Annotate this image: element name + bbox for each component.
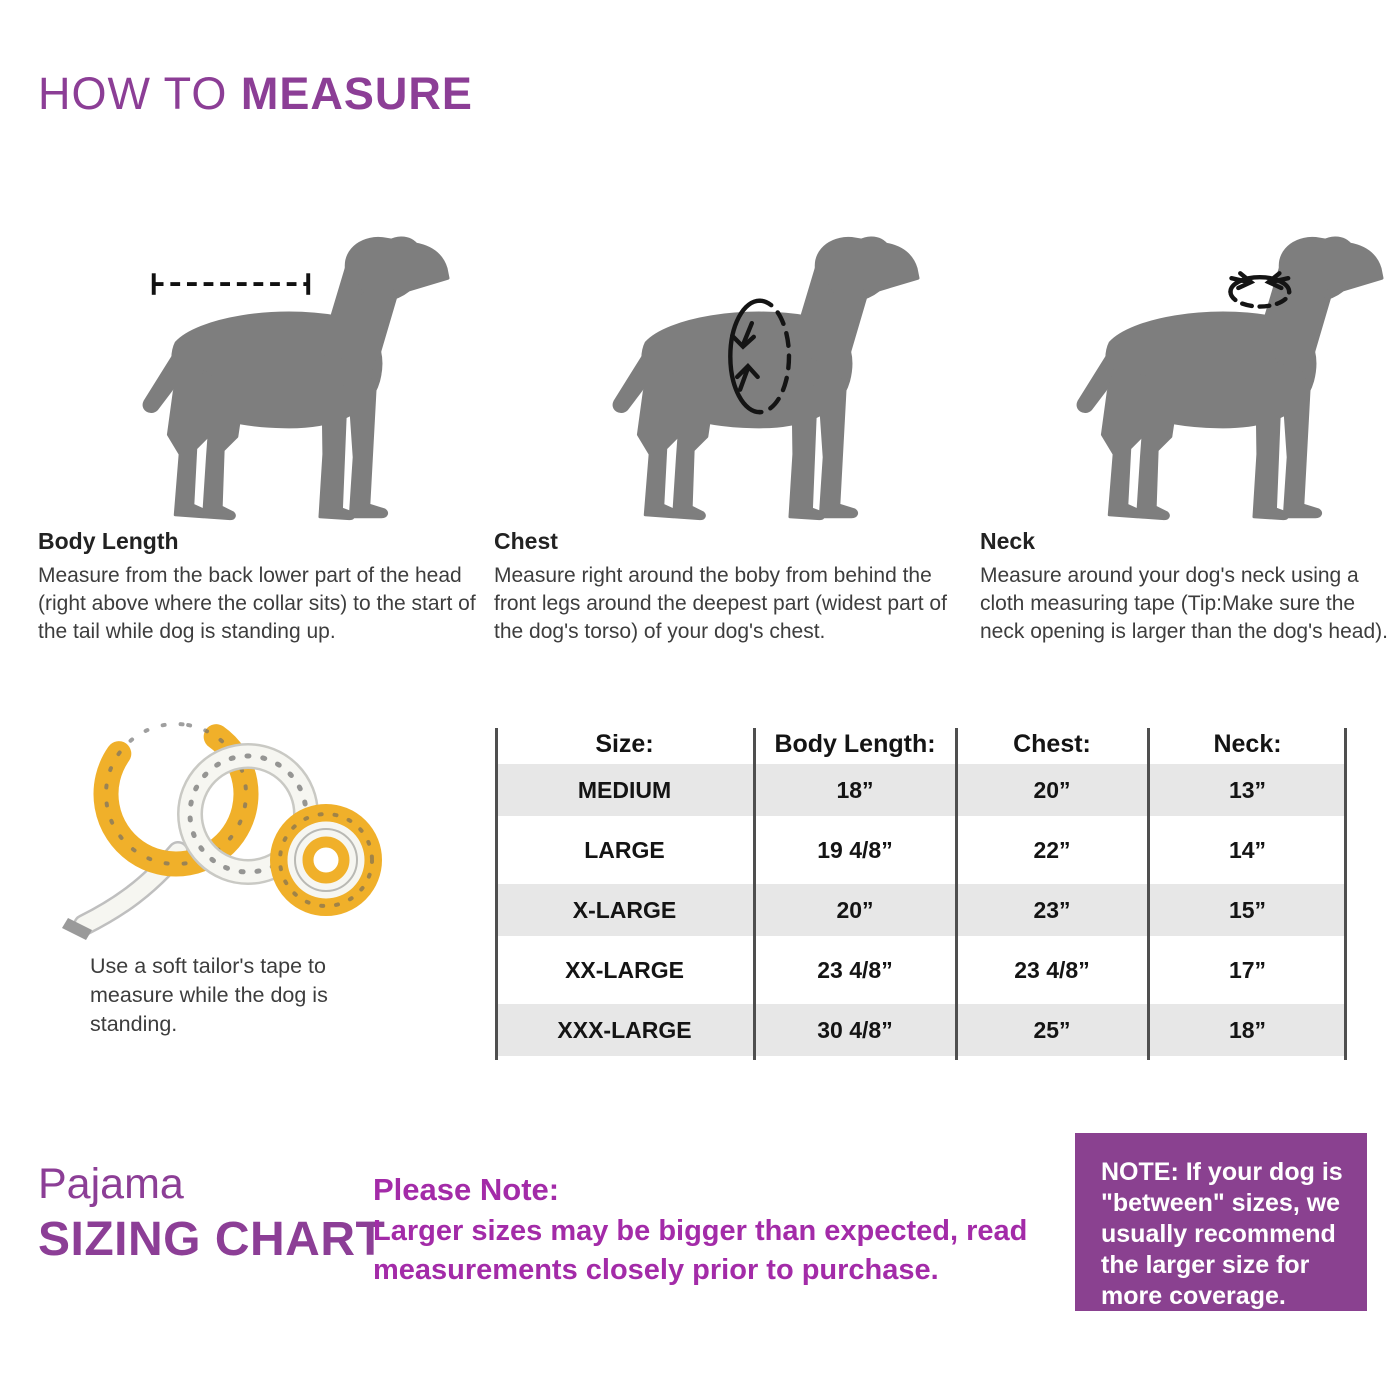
- page-title-light: HOW TO: [38, 68, 241, 119]
- table-cell: 15”: [1228, 896, 1267, 923]
- size-table-header-row: Size: Body Length: Chest: Neck:: [495, 728, 1347, 760]
- please-note-body: Larger sizes may be bigger than expected…: [373, 1215, 1028, 1287]
- table-cell: X-LARGE: [572, 896, 677, 923]
- body-length-heading: Body Length: [38, 528, 179, 554]
- table-cell: 19 4/8”: [817, 836, 893, 863]
- column-header-chest: Chest:: [1013, 729, 1091, 758]
- table-cell: 13”: [1228, 776, 1267, 803]
- neck-description: Measure around your dog's neck using a c…: [980, 564, 1388, 643]
- product-name: Pajama: [38, 1160, 184, 1208]
- table-row-large: LARGE 19 4/8” 22” 14”: [495, 820, 1347, 880]
- measuring-tape-image: [62, 711, 382, 940]
- table-cell: 30 4/8”: [817, 1016, 893, 1043]
- table-cell: 14”: [1228, 836, 1267, 863]
- table-row-xx-large: XX-LARGE 23 4/8” 23 4/8” 17”: [495, 940, 1347, 1000]
- chest-measure-ellipse: [728, 298, 792, 415]
- table-border-left: [495, 728, 498, 1060]
- table-cell: MEDIUM: [577, 776, 672, 803]
- body-length-measure-line: [151, 273, 311, 295]
- dog-chest-diagram-icon: [568, 224, 920, 524]
- table-cell: 25”: [1033, 1016, 1071, 1043]
- body-length-description: Measure from the back lower part of the …: [38, 564, 476, 643]
- table-cell: LARGE: [584, 836, 665, 863]
- table-row-xxx-large: XXX-LARGE 30 4/8” 25” 18”: [495, 1000, 1347, 1060]
- neck-measure-ellipse: [1228, 271, 1292, 309]
- size-table: Size: Body Length: Chest: Neck: MEDIUM 1…: [495, 728, 1347, 1060]
- table-cell: 18”: [836, 776, 874, 803]
- column-header-size: Size:: [595, 729, 654, 758]
- between-sizes-note-box: NOTE: If your dog is "between" sizes, we…: [1075, 1133, 1367, 1311]
- chest-heading: Chest: [494, 528, 558, 554]
- please-note-heading: Please Note:: [373, 1172, 560, 1207]
- table-cell: 23 4/8”: [817, 956, 893, 983]
- table-cell: 20”: [836, 896, 874, 923]
- table-row-medium: MEDIUM 18” 20” 13”: [495, 760, 1347, 820]
- table-cell: 23 4/8”: [1014, 956, 1090, 983]
- table-divider: [753, 728, 756, 1060]
- table-cell: XX-LARGE: [565, 956, 684, 983]
- column-header-neck: Neck:: [1213, 729, 1282, 758]
- table-cell: 18”: [1228, 1016, 1267, 1043]
- sizing-chart-label: SIZING CHART: [38, 1213, 386, 1266]
- table-row-x-large: X-LARGE 20” 23” 15”: [495, 880, 1347, 940]
- table-border-right: [1344, 728, 1347, 1060]
- dog-neck-diagram-icon: [1032, 224, 1384, 524]
- table-cell: 20”: [1033, 776, 1071, 803]
- neck-heading: Neck: [980, 528, 1035, 554]
- table-cell: XXX-LARGE: [557, 1016, 692, 1043]
- page-title-bold: MEASURE: [240, 68, 473, 119]
- chest-description: Measure right around the boby from behin…: [494, 564, 947, 643]
- table-cell: 22”: [1033, 836, 1071, 863]
- table-divider: [1147, 728, 1150, 1060]
- table-cell: 17”: [1228, 956, 1267, 983]
- column-header-body-length: Body Length:: [774, 729, 936, 758]
- table-divider: [955, 728, 958, 1060]
- tape-instruction-text: Use a soft tailor's tape to measure whil…: [90, 954, 328, 1037]
- page-title: HOW TO MEASURE: [38, 68, 473, 120]
- dog-body-length-diagram-icon: [98, 224, 450, 524]
- table-cell: 23”: [1033, 896, 1071, 923]
